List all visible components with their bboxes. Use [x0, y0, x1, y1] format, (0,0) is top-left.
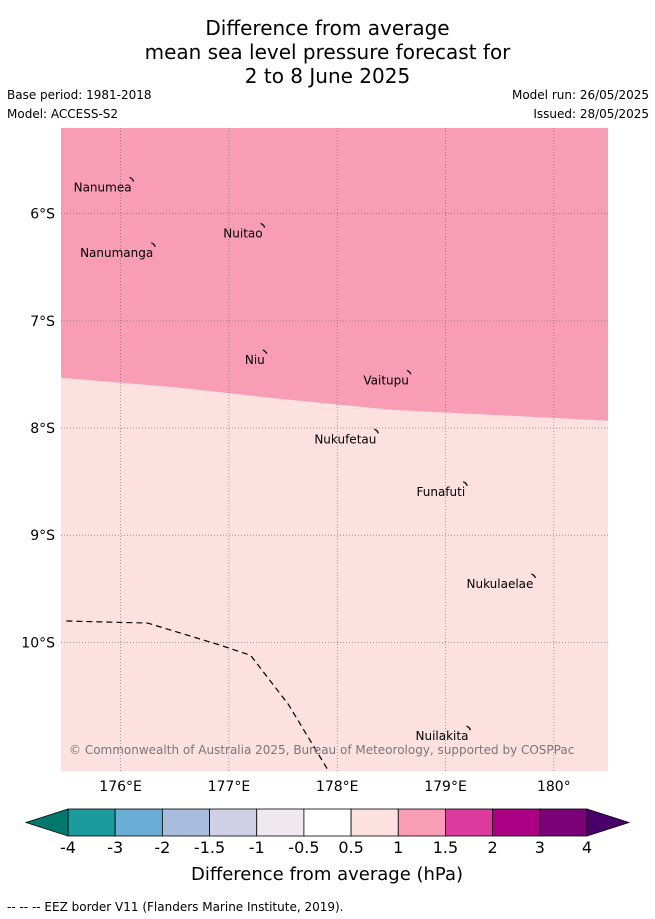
island-label: Nukulaelae: [467, 577, 534, 591]
copyright-notice: © Commonwealth of Australia 2025, Bureau…: [69, 743, 574, 757]
map-area: Nanumea Nuitao Nanumanga Niu Vaitupu Nukufeta…: [61, 128, 608, 771]
colorbar-swatch: [67, 808, 116, 837]
lon-tick-label: 176°E: [99, 779, 142, 795]
colorbar-swatch: [303, 808, 352, 837]
colorbar-tick-label: 3: [535, 838, 545, 857]
colorbar-under-arrow: [24, 808, 69, 837]
island-shape: [531, 573, 537, 579]
island-label: Nuilakita: [415, 729, 468, 743]
model-run: Model run: 26/05/2025: [511, 88, 649, 102]
lon-tick-label: 177°E: [208, 779, 251, 795]
colorbar-swatch: [445, 808, 494, 837]
eez-border-line: [66, 620, 330, 771]
base-period: Base period: 1981-2018: [7, 88, 152, 102]
lon-tick-label: 178°E: [316, 779, 359, 795]
model-name: Model: ACCESS-S2: [7, 107, 119, 121]
colorbar-swatch: [256, 808, 305, 837]
colorbar-tick-label: -1: [249, 838, 265, 857]
title-line-2: mean sea level pressure forecast for: [144, 40, 511, 64]
forecast-map: Nanumea Nuitao Nanumanga Niu Vaitupu Nukufeta…: [21, 128, 631, 885]
title-line-1: Difference from average: [205, 16, 450, 40]
axis-ticks: 176°E 177°E 178°E 179°E 180° 6°S 7°S 8°S 9°S 10°S: [21, 207, 570, 795]
island-shape: [262, 349, 268, 355]
island-layer: Nanumea Nuitao Nanumanga Niu Vaitupu Nukufeta…: [74, 176, 537, 743]
shading-high-band: [61, 128, 608, 421]
island-shape: [260, 222, 266, 228]
lon-tick-label: 179°E: [424, 779, 467, 795]
colorbar-swatch: [114, 808, 163, 837]
colorbar-tick-label: -2: [154, 838, 170, 857]
lon-tick-label: 180°: [537, 779, 571, 795]
title-line-3: 2 to 8 June 2025: [244, 64, 411, 88]
colorbar-swatch: [209, 808, 258, 837]
island-shape: [462, 481, 468, 487]
colorbar: -4 -3 -2 -1.5 -1 -0.5 0.5 1 1.5 2 3 4: [24, 808, 631, 857]
eez-footnote: -- -- -- EEZ border V11 (Flanders Marine…: [7, 900, 344, 914]
colorbar-swatch: [397, 808, 446, 837]
colorbar-over-arrow: [586, 808, 631, 837]
colorbar-tick-label: -1.5: [194, 838, 225, 857]
colorbar-label: Difference from average (hPa): [191, 864, 463, 885]
issued-date: Issued: 28/05/2025: [533, 107, 649, 121]
island-label: Nukufetau: [314, 432, 376, 446]
colorbar-swatch: [492, 808, 541, 837]
colorbar-tick-label: -0.5: [288, 838, 319, 857]
colorbar-tick-label: 2: [488, 838, 498, 857]
colorbar-swatch: [161, 808, 210, 837]
colorbar-tick-label: 1.5: [433, 838, 458, 857]
island-label: Nanumanga: [80, 246, 153, 260]
lat-tick-label: 8°S: [30, 421, 55, 437]
island-shape: [151, 242, 156, 248]
lat-tick-label: 7°S: [30, 314, 55, 330]
island-shape: [466, 725, 472, 731]
colorbar-swatch: [539, 808, 588, 837]
colorbar-tick-label: 0.5: [338, 838, 363, 857]
island-label: Funafuti: [417, 485, 466, 499]
graticule: [61, 128, 608, 771]
colorbar-swatch: [350, 808, 399, 837]
island-label: Nanumea: [74, 180, 132, 194]
page-title: Difference from average mean sea level p…: [0, 16, 655, 88]
island-shape: [374, 428, 379, 434]
island-label: Vaitupu: [363, 373, 409, 387]
island-label: Niu: [245, 353, 265, 367]
island-shape: [129, 176, 135, 182]
lat-tick-label: 10°S: [21, 635, 55, 651]
colorbar-tick-label: 1: [393, 838, 403, 857]
colorbar-tick-label: -3: [107, 838, 123, 857]
lat-tick-label: 6°S: [30, 207, 55, 223]
colorbar-tick-label: 4: [582, 838, 592, 857]
colorbar-tick-label: -4: [60, 838, 76, 857]
lat-tick-label: 9°S: [30, 528, 55, 544]
island-label: Nuitao: [223, 227, 262, 241]
island-shape: [406, 369, 412, 375]
